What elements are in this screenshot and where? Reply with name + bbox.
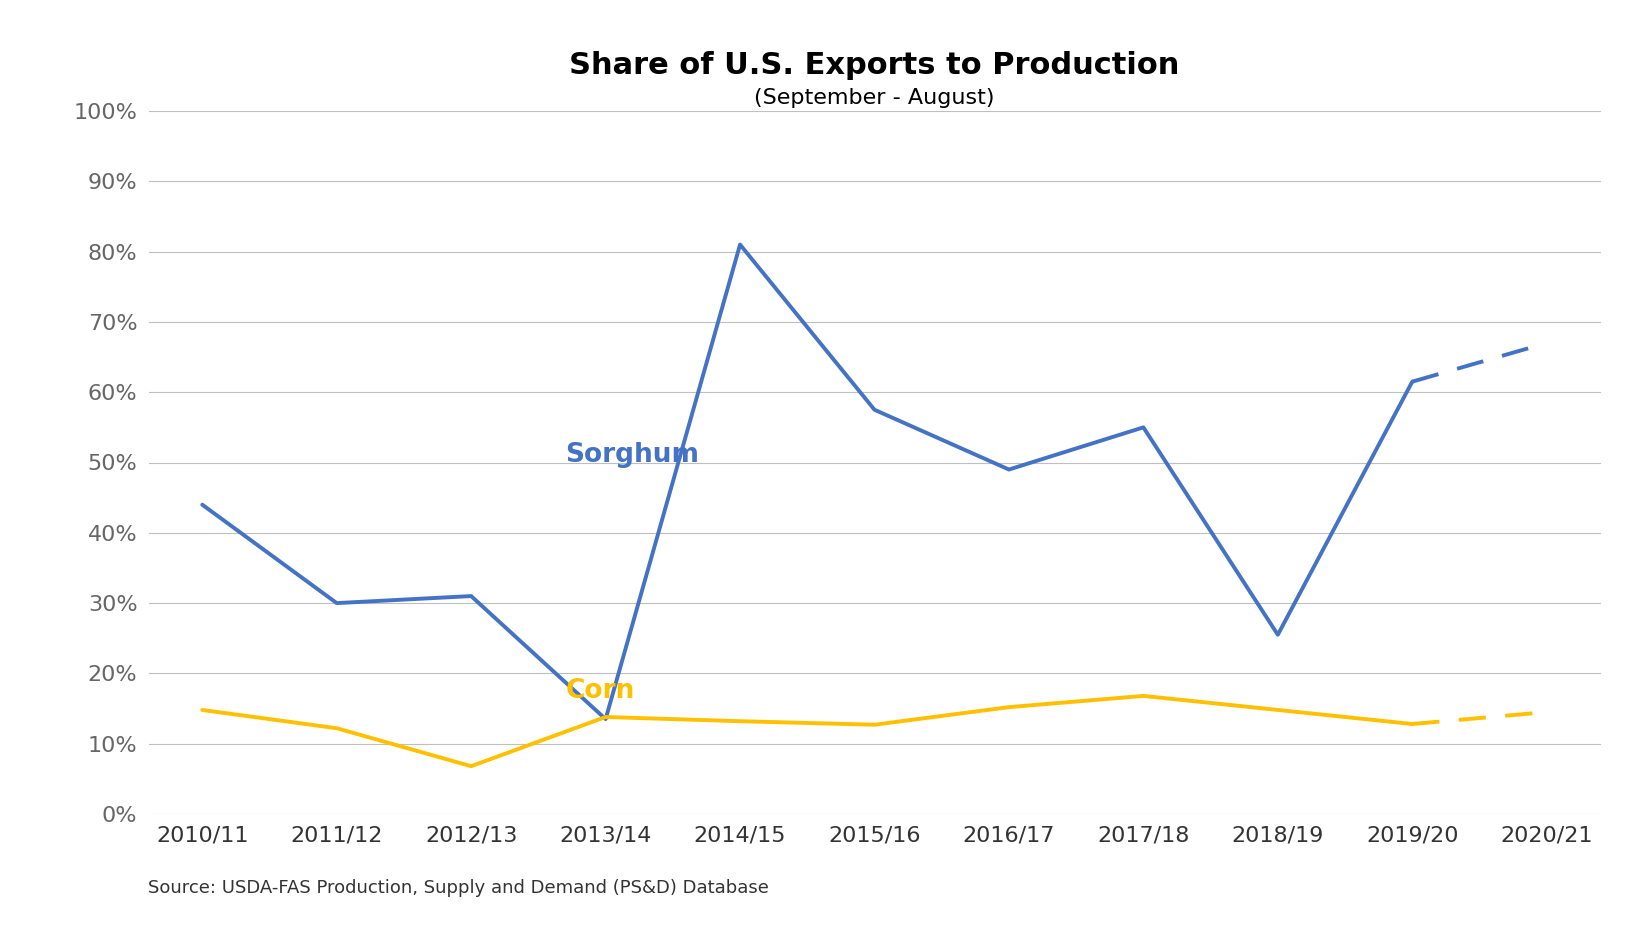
Text: Sorghum: Sorghum <box>566 442 700 468</box>
Text: Share of U.S. Exports to Production: Share of U.S. Exports to Production <box>569 51 1180 80</box>
Text: Source: USDA-FAS Production, Supply and Demand (PS&D) Database: Source: USDA-FAS Production, Supply and … <box>148 880 769 897</box>
Text: Corn: Corn <box>566 678 635 704</box>
Text: (September - August): (September - August) <box>754 88 995 108</box>
